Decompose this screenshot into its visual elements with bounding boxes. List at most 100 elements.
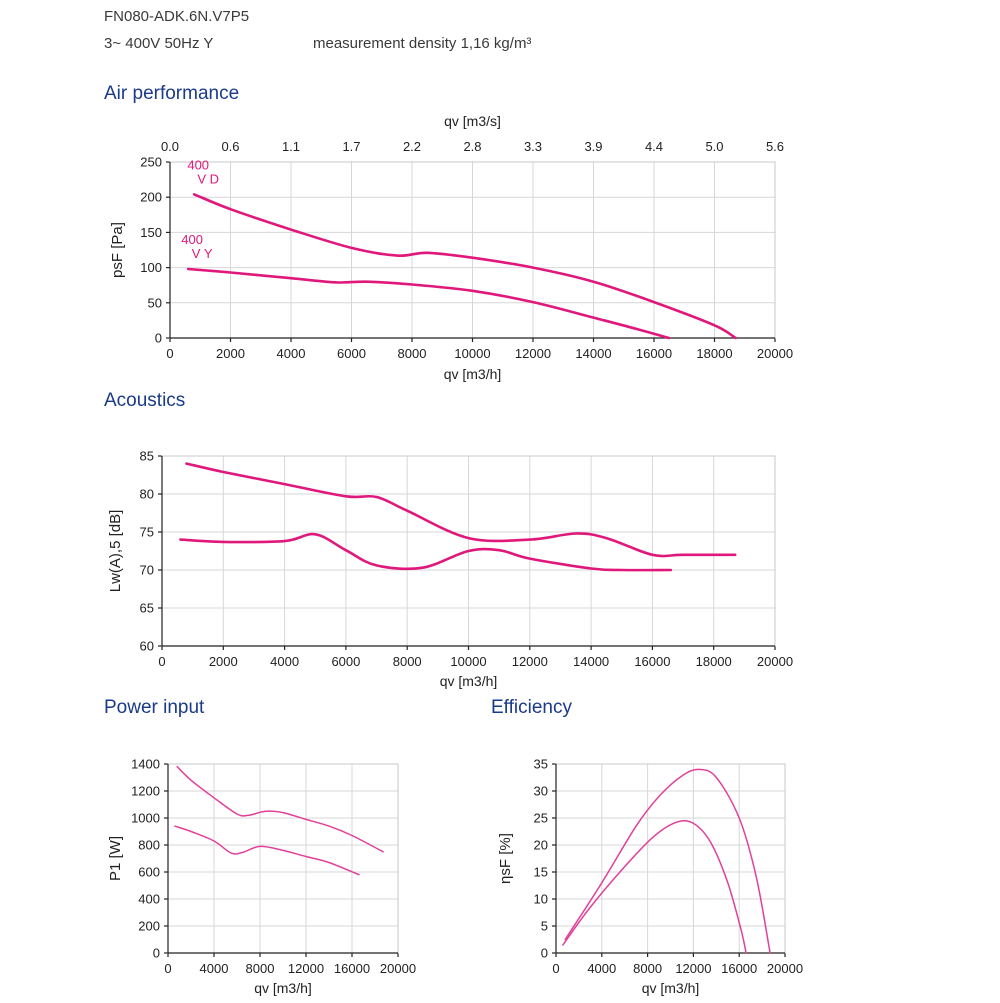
air-series-2-label-connection: V Y	[192, 246, 213, 261]
efficiency-series-1-line	[564, 768, 771, 954]
efficiency-series-2-line	[562, 820, 747, 954]
air-y-axis-label: psF [Pa]	[109, 222, 126, 278]
acoustics-xtick-label: 0	[158, 654, 165, 669]
air-ytick-label: 50	[148, 295, 162, 310]
acoustics-ytick-label: 65	[140, 601, 154, 616]
power-x-axis-label: qv [m3/h]	[254, 980, 312, 996]
air-x2-axis-label: qv [m3/s]	[444, 113, 501, 129]
power-xtick-label: 16000	[334, 961, 370, 976]
acoustics-ytick-label: 60	[140, 639, 154, 654]
power-ytick-label: 0	[153, 946, 160, 961]
air-xtick-label: 6000	[337, 346, 366, 361]
air-ytick-label: 150	[140, 225, 162, 240]
acoustics-xtick-label: 12000	[512, 654, 548, 669]
air-ytick-label: 250	[140, 155, 162, 170]
acoustics-xtick-label: 8000	[393, 654, 422, 669]
acoustics-xtick-label: 20000	[757, 654, 793, 669]
efficiency-ytick-label: 30	[534, 784, 548, 799]
air-xtick-label: 8000	[398, 346, 427, 361]
efficiency-ytick-label: 20	[534, 838, 548, 853]
efficiency-y-axis-label: ηsF [%]	[497, 833, 514, 884]
air-series-2-label-voltage: 400	[181, 232, 203, 247]
air-xtick-label: 0	[166, 346, 173, 361]
air-series-2-line	[186, 267, 671, 340]
efficiency-ytick-label: 25	[534, 811, 548, 826]
air-ytick-label: 100	[140, 260, 162, 275]
power-ytick-label: 400	[138, 892, 160, 907]
air-ytick-label: 200	[140, 190, 162, 205]
acoustics-x-axis-label: qv [m3/h]	[440, 673, 498, 689]
air-xtick-label: 4000	[277, 346, 306, 361]
acoustics-xtick-label: 18000	[696, 654, 732, 669]
acoustics-xtick-label: 2000	[209, 654, 238, 669]
acoustics-ytick-label: 75	[140, 525, 154, 540]
efficiency-x-axis-label: qv [m3/h]	[642, 980, 700, 996]
supply-spec: 3~ 400V 50Hz Y	[104, 35, 214, 52]
efficiency-xtick-label: 12000	[675, 961, 711, 976]
air-x2tick-label: 1.1	[282, 139, 300, 154]
air-xtick-label: 18000	[696, 346, 732, 361]
air-series-1-line	[192, 193, 737, 340]
acoustics-xtick-label: 10000	[450, 654, 486, 669]
air-x-axis-label: qv [m3/h]	[444, 366, 502, 382]
power-xtick-label: 8000	[246, 961, 275, 976]
section-title-acoustics: Acoustics	[104, 390, 186, 411]
air-x2tick-label: 2.2	[403, 139, 421, 154]
power-plot-frame	[167, 763, 399, 954]
measurement-density: measurement density 1,16 kg/m³	[313, 35, 532, 52]
power-xtick-label: 0	[164, 961, 171, 976]
acoustics-series-2-line	[179, 532, 673, 572]
air-series-1-label-connection: V D	[197, 171, 219, 186]
air-x2tick-label: 3.9	[584, 139, 602, 154]
air-x2tick-label: 0.0	[161, 139, 179, 154]
efficiency-xtick-label: 16000	[721, 961, 757, 976]
air-series-1-label-voltage: 400	[187, 157, 209, 172]
efficiency-ytick-label: 0	[541, 946, 548, 961]
acoustics-y-axis-label: Lw(A),5 [dB]	[107, 510, 124, 593]
efficiency-xtick-label: 0	[552, 961, 559, 976]
power-xtick-label: 12000	[288, 961, 324, 976]
acoustics-xtick-label: 4000	[270, 654, 299, 669]
efficiency-ytick-label: 35	[534, 757, 548, 772]
efficiency-plot-frame	[555, 763, 786, 954]
power-y-axis-label: P1 [W]	[107, 836, 124, 881]
acoustics-series-1-line	[185, 462, 737, 558]
air-x2tick-label: 5.0	[705, 139, 723, 154]
air-x2tick-label: 0.6	[221, 139, 239, 154]
air-x2tick-label: 1.7	[342, 139, 360, 154]
acoustics-xtick-label: 6000	[331, 654, 360, 669]
acoustics-ytick-label: 85	[140, 449, 154, 464]
power-ytick-label: 800	[138, 838, 160, 853]
acoustics-ytick-label: 80	[140, 487, 154, 502]
power-ytick-label: 200	[138, 919, 160, 934]
power-series-1-line	[176, 765, 384, 853]
air-xtick-label: 10000	[454, 346, 490, 361]
section-title-power-input: Power input	[104, 697, 205, 718]
model-name: FN080-ADK.6N.V7P5	[104, 8, 250, 25]
air-x2tick-label: 2.8	[463, 139, 481, 154]
power-ytick-label: 1400	[131, 757, 160, 772]
acoustics-xtick-label: 16000	[634, 654, 670, 669]
efficiency-ytick-label: 10	[534, 892, 548, 907]
air-x2tick-label: 4.4	[645, 139, 663, 154]
efficiency-ytick-label: 5	[541, 919, 548, 934]
air-xtick-label: 20000	[757, 346, 793, 361]
power-ytick-label: 1000	[131, 811, 160, 826]
section-title-air-performance: Air performance	[104, 83, 240, 104]
air-xtick-label: 2000	[216, 346, 245, 361]
power-xtick-label: 4000	[200, 961, 229, 976]
air-xtick-label: 12000	[515, 346, 551, 361]
efficiency-xtick-label: 8000	[633, 961, 662, 976]
air-xtick-label: 14000	[575, 346, 611, 361]
air-x2tick-label: 5.6	[766, 139, 784, 154]
acoustics-xtick-label: 14000	[573, 654, 609, 669]
efficiency-xtick-label: 4000	[587, 961, 616, 976]
section-title-efficiency: Efficiency	[491, 697, 572, 718]
acoustics-ytick-label: 70	[140, 563, 154, 578]
power-xtick-label: 20000	[380, 961, 416, 976]
efficiency-ytick-label: 15	[534, 865, 548, 880]
air-xtick-label: 16000	[636, 346, 672, 361]
power-ytick-label: 1200	[131, 784, 160, 799]
power-ytick-label: 600	[138, 865, 160, 880]
